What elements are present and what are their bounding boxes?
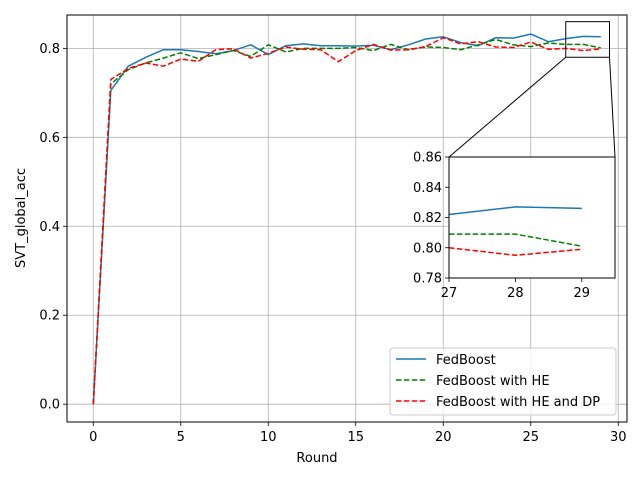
y-tick-label: 0.2 xyxy=(39,309,60,324)
series-line-fedboost-with-he-and-dp xyxy=(92,36,601,405)
inset-x-tick-label: 28 xyxy=(507,286,524,301)
x-tick-label: 15 xyxy=(347,430,364,445)
inset-y-axis: 0.78 0.80 0.82 0.84 0.86 xyxy=(413,151,449,287)
main-y-axis: 0.0 0.2 0.4 0.6 0.8 xyxy=(39,42,67,413)
y-tick-label: 0.4 xyxy=(39,220,60,235)
main-series xyxy=(92,33,601,405)
x-tick-label: 5 xyxy=(177,430,185,445)
x-tick-label: 0 xyxy=(89,430,97,445)
inset-x-tick-label: 27 xyxy=(441,286,458,301)
x-tick-label: 20 xyxy=(435,430,452,445)
main-plot-frame xyxy=(66,14,628,423)
inset-zoom-chart: 27 28 29 0.78 0.80 0.82 0.84 0.86 xyxy=(413,151,616,301)
inset-x-tick-label: 29 xyxy=(574,286,591,301)
y-tick-label: 0.6 xyxy=(39,131,60,146)
zoom-connector-left xyxy=(448,56,567,158)
y-tick-label: 0.0 xyxy=(39,398,60,413)
inset-y-tick-label: 0.78 xyxy=(413,272,442,287)
zoom-indicator xyxy=(448,21,616,158)
y-axis-title: SVT_global_acc xyxy=(14,168,29,268)
x-tick-label: 25 xyxy=(522,430,539,445)
inset-y-tick-label: 0.84 xyxy=(413,181,442,196)
x-tick-label: 10 xyxy=(260,430,277,445)
x-axis-title: Round xyxy=(296,451,337,466)
legend: FedBoost FedBoost with HE FedBoost with … xyxy=(389,347,617,416)
legend-box xyxy=(389,347,617,416)
inset-background xyxy=(449,157,615,278)
legend-label-fedboost-with-he-and-dp: FedBoost with HE and DP xyxy=(436,395,600,410)
inset-y-tick-label: 0.86 xyxy=(413,151,442,166)
series-line-fedboost xyxy=(92,33,601,405)
inset-series-line-0 xyxy=(448,206,582,216)
legend-label-fedboost-with-he: FedBoost with HE xyxy=(436,374,550,389)
legend-label-fedboost: FedBoost xyxy=(436,353,496,368)
zoom-connector-right xyxy=(609,57,616,158)
inset-series-line-1 xyxy=(449,233,582,247)
zoom-region-box xyxy=(565,21,610,58)
inset-y-tick-label: 0.82 xyxy=(413,211,442,226)
x-tick-label: 30 xyxy=(610,430,627,445)
series-line-fedboost-with-he xyxy=(92,38,601,405)
y-tick-label: 0.8 xyxy=(39,42,60,57)
inset-y-tick-label: 0.80 xyxy=(413,241,442,256)
inset-x-axis: 27 28 29 xyxy=(441,278,590,301)
inset-series-line-2 xyxy=(448,246,582,257)
main-x-axis: 0 5 10 15 20 25 30 xyxy=(89,422,627,445)
inset-series xyxy=(448,206,582,257)
